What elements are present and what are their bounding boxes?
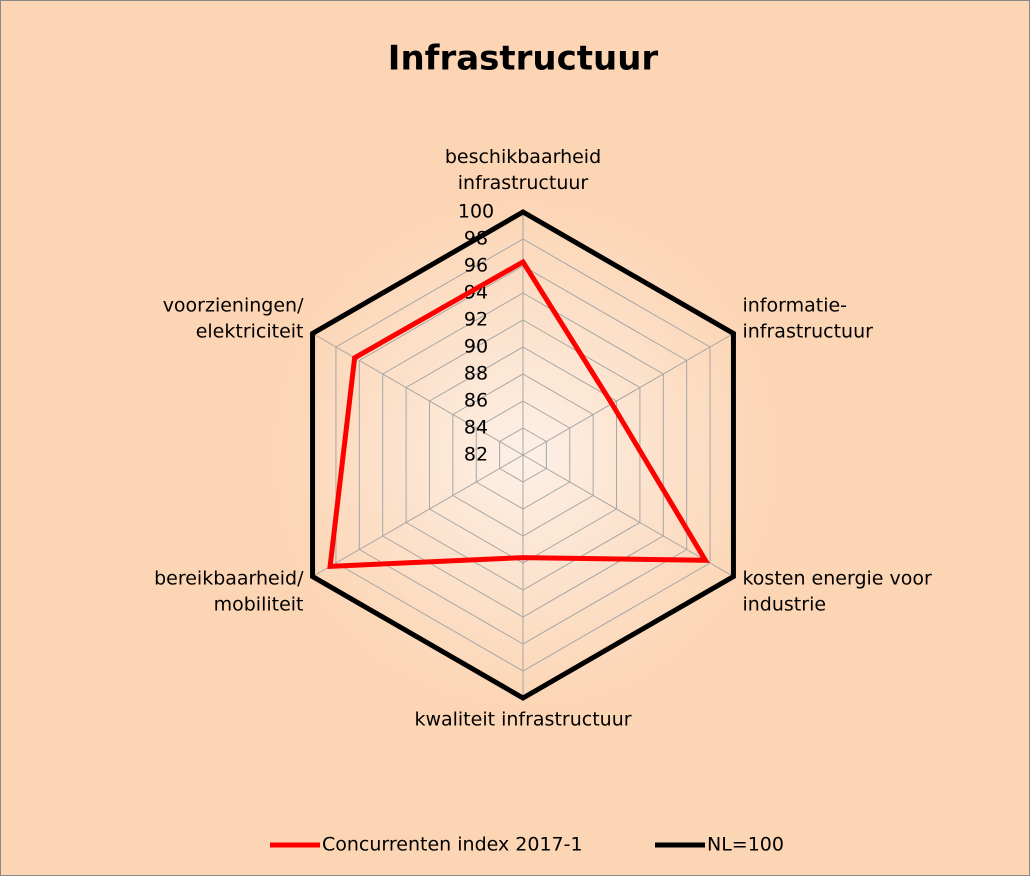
series-line xyxy=(310,209,736,701)
category-label: informatie-infrastructuur xyxy=(742,294,873,342)
category-label: kosten energie voor industrie xyxy=(742,567,932,615)
y-tick-label: 86 xyxy=(464,390,488,412)
axis-spoke xyxy=(312,333,524,456)
category-label: voorzieningen/elektriciteit xyxy=(163,294,304,342)
y-tick-label: 92 xyxy=(464,309,488,331)
axis-spoke xyxy=(522,454,734,577)
axis-spoke xyxy=(522,333,734,456)
y-tick-label: 88 xyxy=(464,363,488,385)
category-label: kwaliteit infrastructuur xyxy=(414,709,631,731)
chart-title: Infrastructuur xyxy=(388,39,659,79)
y-tick-label: 90 xyxy=(464,336,488,358)
category-label: beschikbaarheid infrastructuur xyxy=(445,146,601,194)
y-tick-label: 100 xyxy=(458,201,494,223)
y-tick-label: 96 xyxy=(464,255,488,277)
y-tick-label: 84 xyxy=(464,417,488,439)
category-label: bereikbaarheid/mobiliteit xyxy=(154,567,304,615)
series-line xyxy=(327,258,710,570)
axis-spoke xyxy=(312,454,524,577)
y-tick-label: 82 xyxy=(464,444,488,466)
legend-label: Concurrenten index 2017-1 xyxy=(322,834,583,856)
legend-label: NL=100 xyxy=(707,834,784,856)
plot-area xyxy=(270,200,780,710)
